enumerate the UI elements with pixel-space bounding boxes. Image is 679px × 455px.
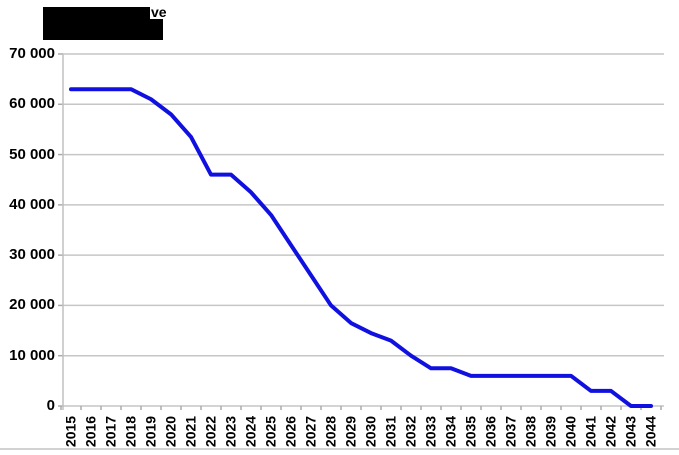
x-axis-tick-label: 2015 (62, 415, 79, 448)
x-axis-tick-label: 2036 (482, 415, 499, 448)
redacted-title-notch (150, 7, 173, 19)
y-axis-tick-label: 40 000 (9, 195, 55, 213)
x-axis-tick-label: 2016 (82, 415, 99, 448)
x-axis-tick-label: 2038 (522, 415, 539, 448)
x-axis-tick-label: 2033 (422, 415, 439, 448)
x-axis-tick-label: 2028 (322, 415, 339, 448)
x-axis-tick-label: 2032 (402, 415, 419, 448)
x-axis-tick-label: 2041 (582, 415, 599, 448)
x-axis-tick-label: 2034 (442, 415, 459, 448)
x-axis-tick-label: 2027 (302, 415, 319, 448)
x-axis-tick-label: 2020 (162, 415, 179, 448)
x-axis-tick-label: 2024 (242, 415, 259, 448)
x-axis-tick-label: 2023 (222, 415, 239, 448)
x-axis-tick-label: 2037 (502, 415, 519, 448)
y-axis-tick-label: 50 000 (9, 145, 55, 163)
y-axis-tick-label: 0 (46, 397, 55, 414)
x-axis-tick-label: 2040 (562, 415, 579, 448)
y-axis-tick-label: 70 000 (9, 45, 55, 62)
x-axis-tick-label: 2021 (182, 415, 199, 448)
x-axis-tick-label: 2030 (362, 415, 379, 448)
x-axis-tick-label: 2017 (102, 415, 119, 448)
x-axis-tick-label: 2031 (382, 415, 399, 448)
x-axis-tick-label: 2026 (282, 415, 299, 448)
data-series-line (69, 87, 653, 408)
x-axis-tick-label: 2018 (122, 415, 139, 448)
redacted-title-block (43, 7, 163, 40)
x-axis-tick-label: 2043 (622, 415, 639, 448)
x-axis-tick-label: 2019 (142, 415, 159, 448)
y-axis-tick-label: 10 000 (9, 346, 55, 364)
page-bottom-divider (0, 448, 679, 450)
x-axis-tick-label: 2039 (542, 415, 559, 448)
x-axis-tick-label: 2042 (602, 415, 619, 448)
x-axis-tick-label: 2044 (642, 415, 659, 448)
y-axis-tick-label: 20 000 (9, 296, 55, 314)
x-axis-tick-label: 2022 (202, 415, 219, 448)
x-axis-tick-label: 2035 (462, 415, 479, 448)
y-axis-tick-label: 30 000 (9, 246, 55, 264)
chart-title-visible-text: ve (151, 4, 167, 20)
x-axis-tick-label: 2029 (342, 415, 359, 448)
y-axis-tick-label: 60 000 (9, 95, 55, 113)
x-axis-tick-label: 2025 (262, 415, 279, 448)
